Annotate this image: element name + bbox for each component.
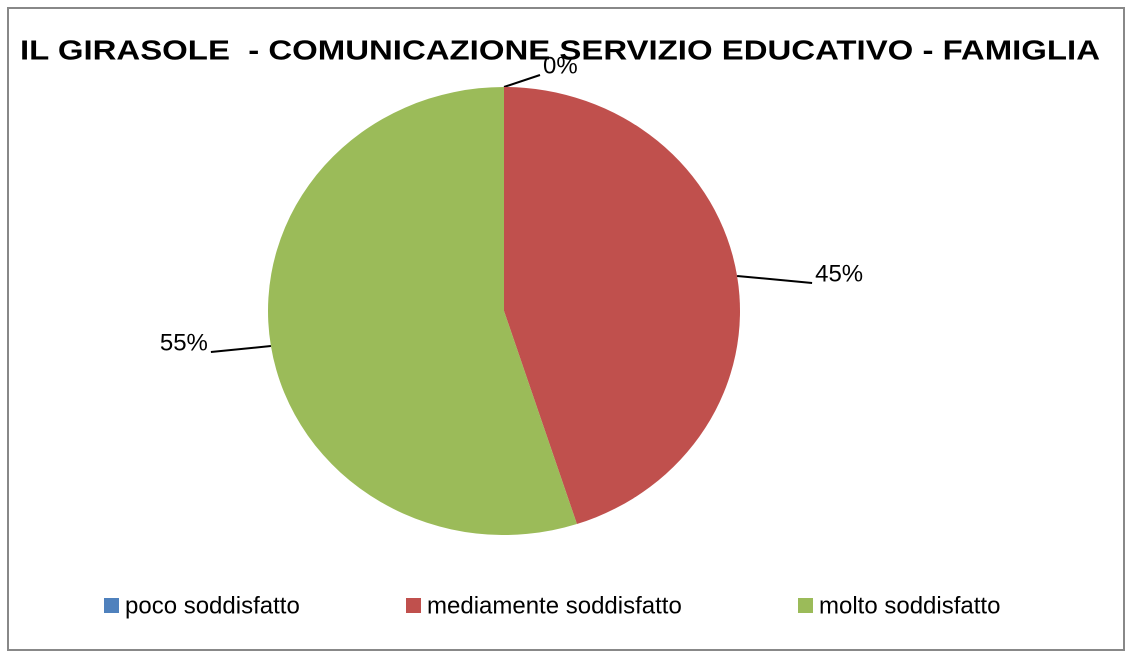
data-label: 55% <box>160 329 208 356</box>
legend-label: poco soddisfatto <box>125 592 300 619</box>
legend-label: mediamente soddisfatto <box>427 592 682 619</box>
leader-line <box>210 345 272 354</box>
chart-title: IL GIRASOLE - COMUNICAZIONE SERVIZIO EDU… <box>20 34 1100 65</box>
data-label: 45% <box>815 260 863 287</box>
pie-slice <box>268 87 577 535</box>
legend-swatch <box>406 598 421 613</box>
data-label: 0% <box>543 52 578 79</box>
legend-swatch <box>104 598 119 613</box>
pie-slice <box>504 87 741 525</box>
legend-swatch <box>798 598 813 613</box>
legend-label: molto soddisfatto <box>819 592 1000 619</box>
leader-line <box>503 74 541 88</box>
leader-line <box>737 274 813 284</box>
